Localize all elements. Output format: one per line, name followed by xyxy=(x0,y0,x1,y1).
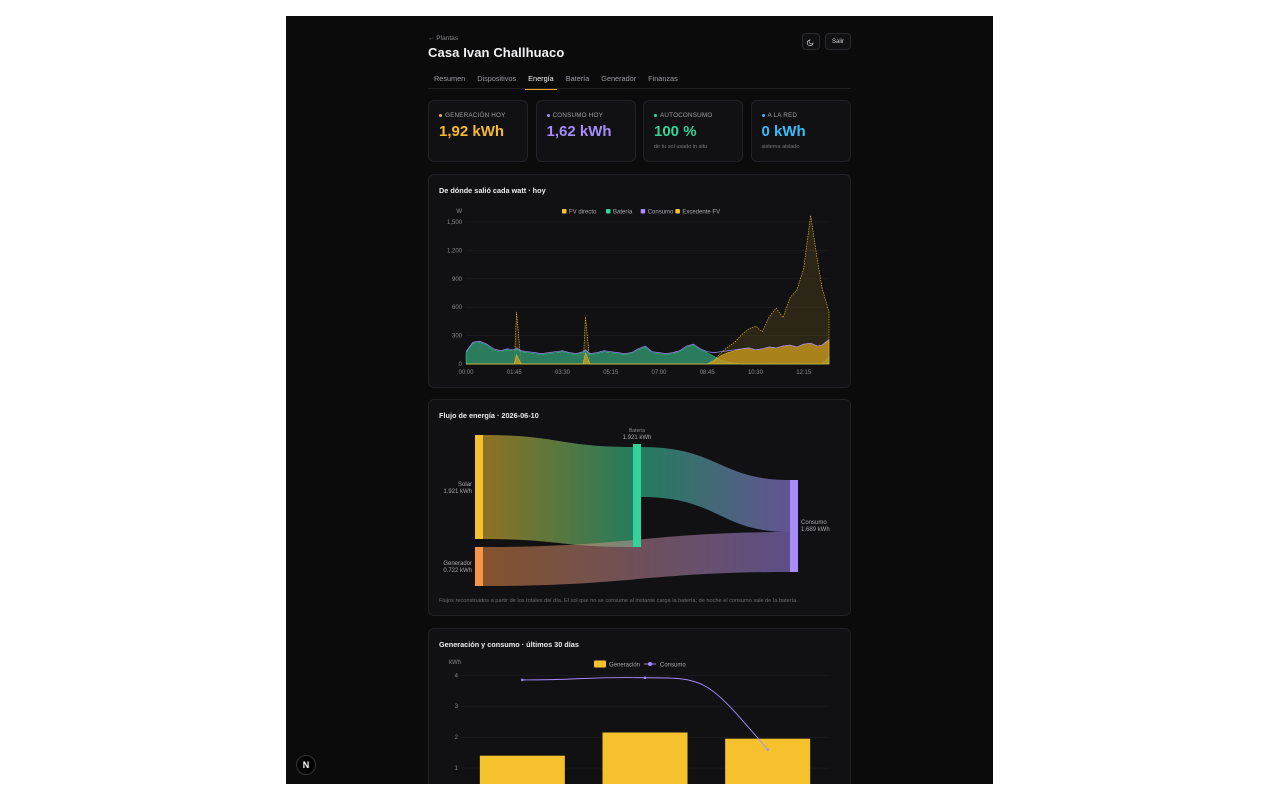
legend-swatch xyxy=(562,209,567,214)
tab-energia[interactable]: Energía xyxy=(522,72,560,90)
stat-card-consumption: CONSUMO HOY 1,62 kWh xyxy=(535,100,636,162)
node-solar xyxy=(475,435,483,539)
x-tick-label: 07:00 xyxy=(651,370,667,376)
stat-card-self-consumption: AUTOCONSUMO 100 % de tu sol usado in sit… xyxy=(643,100,743,162)
back-link[interactable]: ← Plantas xyxy=(428,35,458,42)
x-tick-label: 10:30 xyxy=(748,370,764,376)
stat-value: 100 % xyxy=(654,123,697,140)
app-viewport: ← Plantas Casa Ivan Challhuaco Salir Res… xyxy=(286,16,993,784)
y-tick-label: 2 xyxy=(455,735,459,741)
x-tick-label: 05:15 xyxy=(603,370,619,376)
x-tick-label: 08:45 xyxy=(700,370,716,376)
tab-bar: Resumen Dispositivos Energía Batería Generad… xyxy=(428,72,851,90)
x-tick-label: 12:15 xyxy=(796,370,812,376)
node-label-solar: Solar xyxy=(458,482,472,488)
node-value-battery: 1.921 kWh xyxy=(623,435,652,441)
legend-swatch xyxy=(675,209,680,214)
stat-sub: de tu sol usado in situ xyxy=(654,144,708,150)
legend-label: Consumo xyxy=(648,210,674,216)
series-consumption xyxy=(465,339,830,354)
y-tick-label: 600 xyxy=(452,305,463,311)
node-value-consumption: 1.689 kWh xyxy=(801,527,830,533)
stat-card-generation: GENERACIÓN HOY 1,92 kWh xyxy=(428,100,528,162)
history-bar-chart: 1 2 3 4 kWh Generación Consumo xyxy=(449,660,829,784)
legend-label: Excedente FV xyxy=(682,210,720,216)
stat-label: GENERACIÓN HOY xyxy=(445,112,506,119)
tab-generador[interactable]: Generador xyxy=(601,74,637,83)
moon-icon xyxy=(806,39,814,46)
node-value-generator: 0.722 kWh xyxy=(443,568,472,574)
card-title: Flujo de energía · 2026-06-10 xyxy=(439,411,539,420)
tab-dispositivos[interactable]: Dispositivos xyxy=(477,74,517,83)
nextjs-badge[interactable]: N xyxy=(296,755,316,775)
x-tick-label: 01:45 xyxy=(507,370,523,376)
y-tick-label: 1 xyxy=(455,766,459,772)
page-title: Casa Ivan Challhuaco xyxy=(428,45,565,60)
y-axis-label: W xyxy=(456,209,462,215)
tab-finanzas[interactable]: Finanzas xyxy=(648,74,678,83)
card-title: Generación y consumo · últimos 30 días xyxy=(439,640,579,649)
flow-battery-to-consumption xyxy=(641,447,790,532)
node-generator xyxy=(475,547,483,586)
stat-sub: sistema aislado xyxy=(761,144,800,150)
tab-resumen[interactable]: Resumen xyxy=(434,74,466,83)
y-tick-label: 1,200 xyxy=(447,248,463,254)
stat-value: 0 kWh xyxy=(761,123,806,140)
power-area-chart: 0 300 600 900 1,200 1,500 W 00:00 01:45 03:30 05:1… xyxy=(447,209,830,376)
tab-bateria[interactable]: Batería xyxy=(565,74,590,83)
consumption-point xyxy=(643,676,647,680)
stat-card-grid: A LA RED 0 kWh sistema aislado xyxy=(750,100,851,162)
legend-label: FV directo xyxy=(569,210,597,216)
stat-value: 1,92 kWh xyxy=(439,123,505,140)
consumption-point xyxy=(766,748,769,751)
node-battery xyxy=(633,444,641,547)
y-tick-label: 900 xyxy=(452,277,463,283)
legend-swatch xyxy=(606,209,611,214)
node-label-generator: Generador xyxy=(443,561,472,567)
stat-label: CONSUMO HOY xyxy=(552,112,603,119)
node-label-consumption: Consumo xyxy=(801,520,827,526)
legend-label: Batería xyxy=(613,210,633,216)
stat-value: 1,62 kWh xyxy=(546,123,612,140)
stat-label: AUTOCONSUMO xyxy=(660,112,713,119)
legend-label-consumption: Consumo xyxy=(660,663,686,669)
generation-bar xyxy=(602,732,688,784)
generation-dot xyxy=(439,114,442,117)
y-axis-label: kWh xyxy=(449,660,461,666)
card-title: De dónde salió cada watt · hoy xyxy=(439,186,546,195)
power-sources-card: De dónde salió cada watt · hoy 0 300 600 90… xyxy=(428,174,851,388)
generation-bar xyxy=(479,755,565,784)
legend-swatch-generation xyxy=(594,660,606,668)
flow-solar-to-battery xyxy=(483,435,634,547)
series-pv-surplus xyxy=(466,215,830,365)
flow-note: Flujos reconstruidos a partir de los tot… xyxy=(439,598,798,604)
energy-flow-sankey: Solar 1.921 kWh Generador 0.722 kWh Bate… xyxy=(443,428,830,586)
energy-flow-card: Flujo de energía · 2026-06-10 Solar 1.92… xyxy=(428,399,851,616)
y-tick-label: 3 xyxy=(455,704,459,710)
generation-bar xyxy=(725,738,811,784)
node-value-solar: 1.921 kWh xyxy=(443,489,472,495)
history-card: Generación y consumo · últimos 30 días 1… xyxy=(428,628,851,784)
grid-dot xyxy=(761,114,765,117)
theme-toggle-button[interactable] xyxy=(801,33,820,50)
legend-marker-consumption xyxy=(648,662,652,666)
y-tick-label: 300 xyxy=(452,334,463,340)
flow-generator-to-consumption xyxy=(483,532,790,586)
node-label-battery: Batería xyxy=(629,428,645,434)
y-tick-label: 4 xyxy=(455,673,459,679)
legend-label-generation: Generación xyxy=(609,663,640,669)
node-consumption xyxy=(790,480,798,572)
consumption-point xyxy=(521,678,524,682)
y-tick-label: 1,500 xyxy=(447,220,463,226)
legend-swatch xyxy=(640,209,646,214)
header-actions: Salir xyxy=(801,33,851,50)
logout-button[interactable]: Salir xyxy=(824,33,851,50)
consumption-dot xyxy=(546,114,550,117)
self-consumption-dot xyxy=(654,114,657,117)
x-tick-label: 03:30 xyxy=(555,370,571,376)
series-pv-direct xyxy=(466,339,830,365)
x-tick-label: 00:00 xyxy=(458,370,474,376)
stat-label: A LA RED xyxy=(767,112,798,119)
y-tick-label: 0 xyxy=(459,362,463,368)
